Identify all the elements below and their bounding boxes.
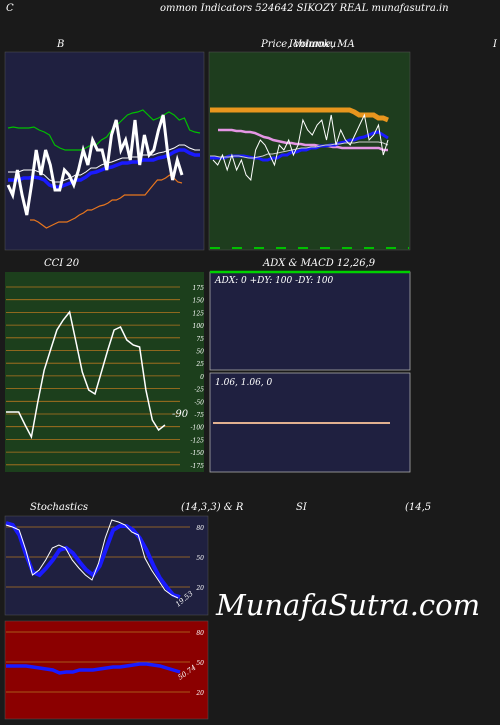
ichimoku-cloud-line bbox=[210, 141, 389, 159]
stoch-title-right: (14,5 bbox=[405, 502, 432, 513]
tick-label: 20 bbox=[195, 585, 204, 592]
stoch-k-line bbox=[5, 519, 179, 599]
adx-title: ADX & MACD 12,26,9 bbox=[263, 258, 376, 269]
macd-panel: 1.06, 1.06, 0 bbox=[209, 372, 411, 473]
price-title: Price, Volume, MA bbox=[261, 39, 355, 50]
tick-label: 125 bbox=[193, 310, 205, 317]
tick-label: 80 bbox=[196, 525, 204, 532]
cci-title: CCI 20 bbox=[44, 258, 80, 269]
ichimoku-kijun-line bbox=[218, 128, 388, 152]
bb-price-line bbox=[6, 114, 184, 216]
bb-title: B bbox=[57, 39, 65, 50]
stoch-title-mid: (14,3,3) & R bbox=[181, 502, 244, 513]
stoch-bg bbox=[4, 515, 209, 616]
cci-line bbox=[6, 310, 166, 440]
bb-upper-band bbox=[7, 109, 201, 151]
tick-label: -175 bbox=[191, 463, 205, 470]
tick-label: 50 bbox=[196, 349, 204, 356]
header-left: C bbox=[6, 3, 14, 14]
tick-label: 75 bbox=[196, 336, 204, 343]
tick-label: -100 bbox=[191, 425, 205, 432]
tick-label: 100 bbox=[193, 323, 205, 330]
tick-label: 0 bbox=[200, 374, 204, 381]
cci-grid: 175 150 125 100 75 50 25 0 -25 -50 -75 -100 -125 -150… bbox=[6, 285, 204, 470]
tick-label: 20 bbox=[195, 690, 204, 697]
adx-bg bbox=[209, 271, 411, 371]
bollinger-bg bbox=[4, 51, 205, 251]
ichimoku-span-line bbox=[210, 107, 389, 123]
price-bg bbox=[208, 51, 411, 251]
cci-bg bbox=[5, 272, 204, 472]
rsi-line bbox=[6, 662, 181, 675]
price-close-line bbox=[212, 113, 389, 182]
price-panel bbox=[208, 51, 411, 251]
adx-panel: ADX: 0 +DY: 100 -DY: 100 bbox=[209, 270, 411, 371]
rsi-grid: 80 50 20 bbox=[6, 630, 204, 697]
tick-label: 50 bbox=[196, 660, 204, 667]
tick-label: -125 bbox=[191, 437, 205, 444]
tick-label: 50 bbox=[196, 555, 204, 562]
tick-label: 150 bbox=[193, 298, 205, 305]
tick-label: -25 bbox=[194, 387, 204, 394]
stoch-title-left: Stochastics bbox=[30, 502, 88, 513]
watermark: MunafaSutra.com bbox=[216, 588, 481, 622]
tick-label: 175 bbox=[193, 285, 205, 292]
cci-value-label: -90 bbox=[172, 409, 189, 420]
tick-label: -50 bbox=[194, 399, 204, 406]
bb-lower-band bbox=[30, 174, 183, 229]
bollinger-panel bbox=[4, 51, 205, 251]
header-title: ommon Indicators 524642 SIKOZY REAL muna… bbox=[160, 3, 449, 14]
price-title-overlap: Ichimoku bbox=[289, 39, 337, 50]
tick-label: -75 bbox=[194, 412, 204, 419]
tick-label: -150 bbox=[191, 450, 205, 457]
adx-readout: ADX: 0 +DY: 100 -DY: 100 bbox=[214, 276, 334, 286]
macd-readout: 1.06, 1.06, 0 bbox=[215, 378, 273, 388]
tick-label: 80 bbox=[196, 630, 204, 637]
cci-panel: 175 150 125 100 75 50 25 0 -25 -50 -75 -100 -125 -150… bbox=[5, 272, 204, 472]
stoch-title-si: SI bbox=[296, 502, 307, 513]
stoch-grid: 80 50 20 bbox=[6, 525, 204, 592]
tick-label: 25 bbox=[195, 361, 204, 368]
price-edge-letter: I bbox=[493, 39, 497, 50]
